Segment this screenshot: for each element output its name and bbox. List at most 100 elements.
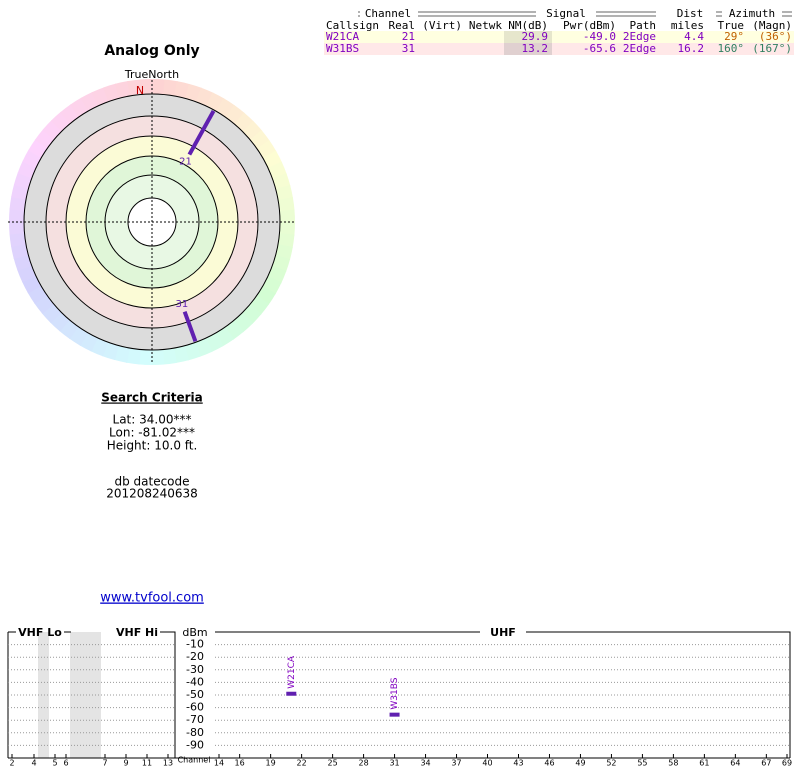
x-tick-label: 28 — [358, 759, 368, 768]
group-header: Dist — [677, 7, 704, 20]
hue-ring — [162, 348, 177, 365]
x-tick-label: 13 — [163, 759, 173, 768]
x-tick-label: 69 — [782, 759, 792, 768]
hue-ring — [127, 79, 142, 96]
x-tick-label: 52 — [606, 759, 616, 768]
station-label: 21 — [179, 157, 192, 168]
cell: 29.9 — [522, 30, 549, 43]
group-header: Channel — [365, 7, 411, 20]
y-tick-label: -90 — [186, 738, 204, 751]
hue-ring — [256, 286, 276, 306]
hue-ring — [163, 79, 179, 97]
y-axis-label: dBm — [182, 626, 207, 639]
cell: W31BS — [326, 42, 359, 55]
station-table: Channel Signal Dist Azimuth Callsign Real (Vir… — [324, 7, 794, 55]
hue-ring — [79, 332, 98, 352]
hue-ring — [113, 345, 130, 363]
hue-ring — [225, 104, 245, 125]
hue-ring — [275, 244, 293, 261]
column-header: Path — [630, 19, 657, 32]
search-line: Lon: -81.02*** — [109, 426, 195, 440]
hue-ring — [41, 303, 62, 324]
column-header: NM(dB) — [508, 19, 548, 32]
hue-ring — [103, 83, 120, 102]
band-label: UHF — [490, 626, 516, 639]
x-axis-label: Channel — [178, 756, 211, 765]
title: Analog Only — [104, 43, 199, 59]
hue-ring — [233, 312, 254, 333]
group-header: Azimuth — [729, 7, 775, 20]
y-tick-label: -10 — [186, 638, 204, 651]
search-line: Height: 10.0 ft. — [107, 439, 198, 453]
hue-ring — [279, 209, 295, 224]
cell: (36°) — [759, 30, 792, 43]
column-header: Callsign — [326, 19, 379, 32]
hue-ring — [206, 92, 225, 112]
cell: -49.0 — [583, 30, 616, 43]
x-tick-label: 67 — [761, 759, 771, 768]
hue-ring — [272, 173, 291, 190]
link[interactable]: www.tvfool.com — [100, 591, 204, 606]
hue-ring — [68, 326, 88, 346]
hue-ring — [28, 138, 48, 158]
x-tick-label: 7 — [102, 759, 107, 768]
hue-ring — [60, 104, 80, 124]
y-tick-label: -50 — [186, 688, 204, 701]
cell: 29° — [724, 30, 744, 43]
cell: 13.2 — [522, 42, 549, 55]
hue-ring — [22, 149, 42, 168]
hue-ring — [9, 232, 26, 247]
cell: 4.4 — [684, 30, 704, 43]
datecode: 201208240638 — [106, 487, 198, 501]
hue-ring — [278, 197, 295, 212]
x-tick-label: 37 — [451, 759, 461, 768]
hue-ring — [114, 80, 131, 99]
hue-ring — [125, 347, 141, 365]
x-tick-label: 19 — [266, 759, 276, 768]
x-tick-label: 22 — [297, 759, 307, 768]
column-header: (Virt) — [422, 19, 462, 32]
hue-ring — [8, 220, 25, 235]
hue-ring — [174, 81, 191, 99]
hue-ring — [249, 295, 270, 315]
hue-ring — [216, 98, 236, 118]
cell-bg — [504, 31, 552, 43]
hue-ring — [150, 349, 165, 365]
hue-ring — [34, 129, 55, 149]
hue-ring — [277, 233, 295, 249]
band-label: VHF Hi — [116, 626, 158, 639]
x-tick-label: 5 — [52, 759, 57, 768]
search-line: Lat: 34.00*** — [113, 413, 192, 427]
crosshair — [8, 80, 296, 364]
hue-ring — [10, 243, 29, 260]
x-tick-label: 58 — [668, 759, 678, 768]
hue-ring — [9, 195, 27, 211]
hue-ring — [9, 208, 25, 222]
hue-ring — [138, 349, 152, 365]
x-tick-label: 46 — [544, 759, 554, 768]
cell: (167°) — [752, 42, 792, 55]
column-header: Real — [389, 19, 416, 32]
polar-plot: 21 31 — [8, 79, 296, 365]
station-label: 31 — [176, 299, 189, 310]
hue-ring — [184, 342, 201, 361]
cell: -65.6 — [583, 42, 616, 55]
column-header: miles — [671, 19, 704, 32]
column-header: Netwk — [469, 19, 502, 32]
x-tick-label: 31 — [389, 759, 399, 768]
hue-ring — [250, 130, 270, 150]
cell: 21 — [402, 30, 415, 43]
band-label: VHF Lo — [18, 626, 62, 639]
hue-ring — [242, 120, 263, 141]
group-header: Signal — [546, 7, 586, 20]
column-header: (Magn) — [752, 19, 792, 32]
x-tick-label: 9 — [123, 759, 128, 768]
hue-ring — [262, 276, 282, 295]
row-bg — [324, 31, 794, 43]
x-tick-label: 2 — [9, 759, 14, 768]
hue-ring — [34, 294, 54, 314]
column-header: True — [718, 19, 745, 32]
band-gap — [38, 632, 49, 758]
